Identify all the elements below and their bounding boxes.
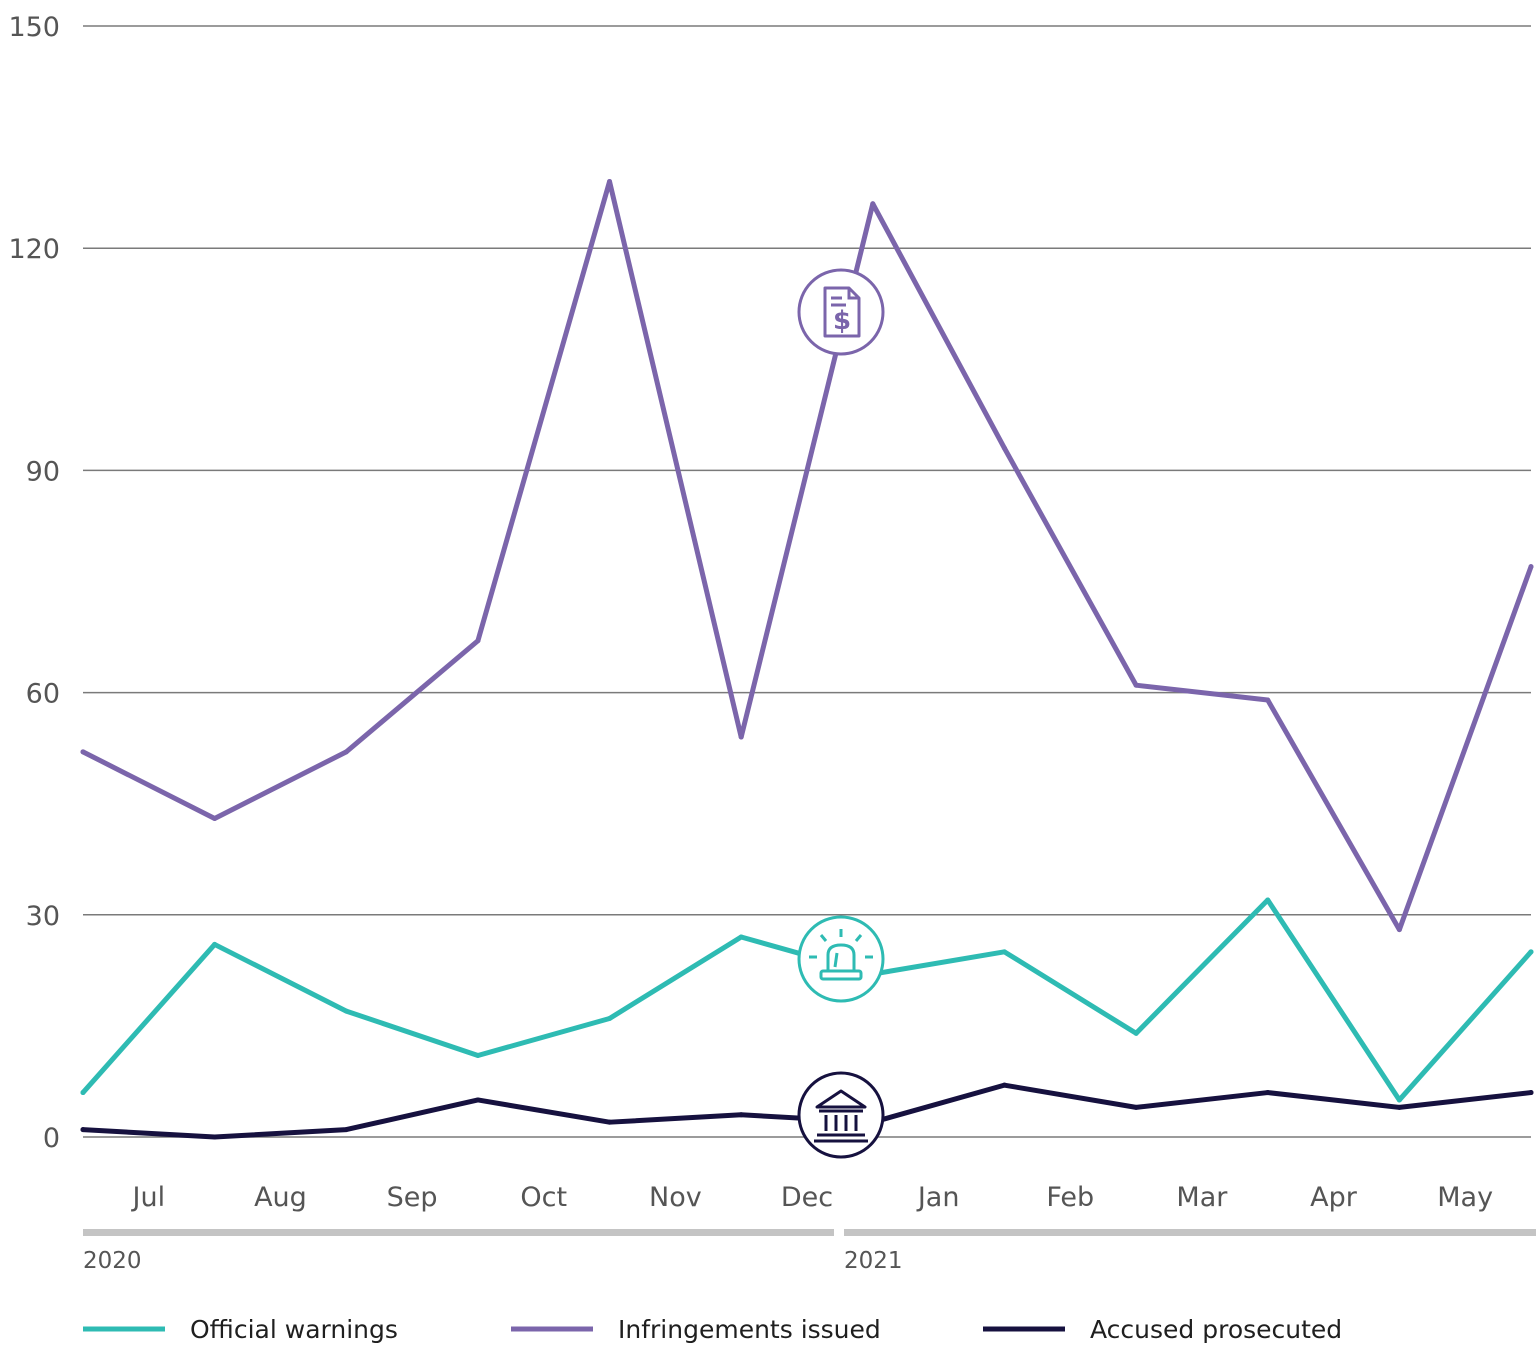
data-point-accused-prosecuted [607,1119,613,1125]
data-point-official-warnings [738,934,744,940]
data-point-accused-prosecuted [1528,1090,1534,1096]
data-point-accused-prosecuted [738,1112,744,1118]
data-point-official-warnings [80,1090,86,1096]
legend: Official warnings Infringements issued Acc… [83,1315,1342,1344]
x-tick-label: Oct [520,1182,567,1213]
data-point-official-warnings [1265,897,1271,903]
data-point-accused-prosecuted [1133,1104,1139,1110]
document-fold [847,288,859,300]
x-tick-label: Sep [387,1182,438,1213]
data-point-infringements-issued [738,734,744,740]
data-point-infringements-issued [343,749,349,755]
data-point-official-warnings [1133,1030,1139,1036]
x-tick-label: Mar [1176,1182,1228,1213]
x-tick-label: May [1437,1182,1493,1213]
legend-label: Accused prosecuted [1090,1315,1342,1344]
data-point-accused-prosecuted [475,1097,481,1103]
y-tick-label: 120 [8,234,60,265]
data-point-official-warnings [1396,1097,1402,1103]
siren-icon [797,915,885,1003]
x-tick-label: Nov [649,1182,702,1213]
data-point-accused-prosecuted [1001,1082,1007,1088]
series-line-infringements-issued [80,179,1534,933]
data-point-infringements-issued [870,201,876,207]
data-point-official-warnings [1528,949,1534,955]
courthouse-icon-circle [797,1071,885,1159]
data-point-infringements-issued [475,638,481,644]
y-tick-label: 30 [26,901,60,932]
siren-ray [819,934,828,942]
year-label: 2020 [83,1248,142,1274]
data-point-accused-prosecuted [80,1127,86,1133]
data-point-official-warnings [1001,949,1007,955]
data-point-infringements-issued [1001,445,1007,451]
siren-base [819,969,863,981]
year-label: 2021 [844,1248,903,1274]
x-tick-label: Feb [1046,1182,1094,1213]
gridlines [83,25,1531,1138]
data-point-official-warnings [212,941,218,947]
data-point-accused-prosecuted [1265,1090,1271,1096]
y-tick-label: 150 [8,12,60,43]
siren-ray [854,934,863,942]
y-axis-ticks: 0 30 60 90 120 150 [8,12,60,1154]
x-tick-label: Aug [254,1182,307,1213]
legend-label: Infringements issued [618,1315,881,1344]
legend-label: Official warnings [190,1315,398,1344]
year-groups: 2020 2021 [83,1229,1536,1274]
data-point-infringements-issued [1396,927,1402,933]
data-point-accused-prosecuted [212,1134,218,1140]
data-point-official-warnings [475,1053,481,1059]
y-tick-label: 0 [43,1123,60,1154]
data-point-infringements-issued [212,816,218,822]
data-point-accused-prosecuted [1396,1104,1402,1110]
invoice-dollar-icon-circle [797,268,885,356]
invoice-dollar-icon: $ [797,268,885,356]
data-point-official-warnings [607,1015,613,1021]
x-tick-label: Jul [131,1182,166,1213]
data-point-infringements-issued [607,179,613,185]
siren-icon-circle [797,915,885,1003]
data-point-infringements-issued [80,749,86,755]
siren-dome [826,943,856,971]
y-tick-label: 60 [26,679,60,710]
dollar-glyph: $ [833,306,851,336]
data-point-infringements-issued [1528,564,1534,570]
courthouse-icon [797,1071,885,1159]
series-icons: $ [797,268,885,1159]
series-line-official-warnings [80,897,1534,1103]
x-axis-ticks: JulAugSepOctNovDecJanFebMarAprMayJun [131,1182,1494,1213]
y-tick-label: 90 [26,456,60,487]
x-tick-label: Dec [781,1182,833,1213]
courthouse-roof [815,1089,867,1109]
data-point-infringements-issued [1265,697,1271,703]
x-tick-label: Apr [1310,1182,1358,1213]
data-point-official-warnings [343,1008,349,1014]
year-bar [844,1229,1536,1236]
siren-shine [833,952,839,968]
data-point-accused-prosecuted [343,1127,349,1133]
document-outline [823,286,861,338]
x-tick-label: Jan [916,1182,960,1213]
year-bar [83,1229,834,1236]
data-point-infringements-issued [1133,682,1139,688]
